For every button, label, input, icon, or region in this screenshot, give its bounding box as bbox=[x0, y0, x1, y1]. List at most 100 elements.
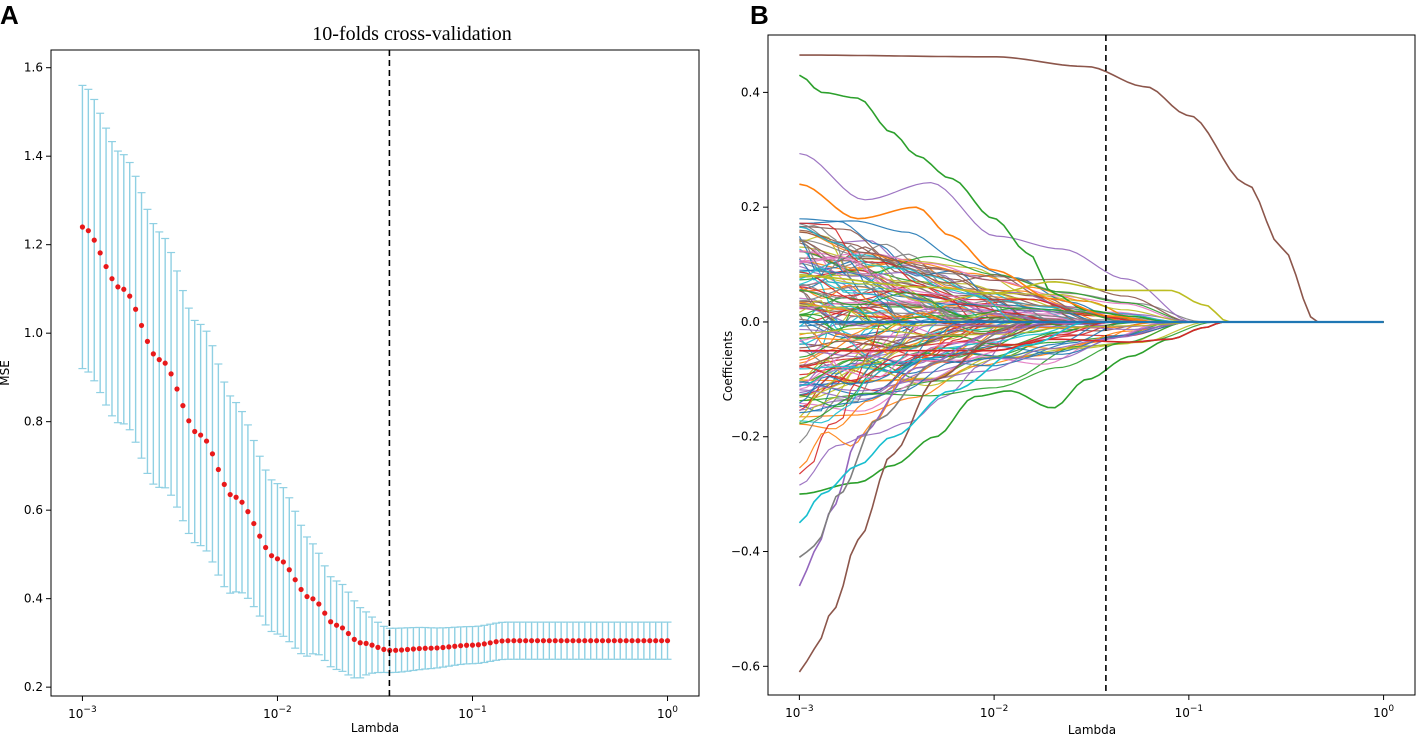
y-tick-label: 0.2 bbox=[24, 680, 43, 694]
mse-point bbox=[91, 237, 97, 243]
y-tick-label: 1.2 bbox=[24, 238, 43, 252]
x-tick-label: 10−1 bbox=[1175, 704, 1204, 720]
mse-point bbox=[641, 638, 647, 644]
mse-point bbox=[594, 638, 600, 644]
y-tick-label: 0.2 bbox=[741, 200, 760, 214]
mse-point bbox=[168, 371, 174, 377]
mse-point bbox=[422, 645, 428, 651]
mse-point bbox=[150, 351, 156, 357]
coefficient-path-highlight bbox=[799, 54, 1384, 323]
mse-point bbox=[605, 638, 612, 644]
y-tick-label: 1.6 bbox=[24, 61, 43, 75]
coefficient-path-highlight bbox=[798, 321, 1384, 587]
y-tick-label: −0.4 bbox=[731, 545, 760, 559]
mse-point bbox=[499, 638, 505, 644]
mse-point bbox=[221, 481, 227, 487]
y-tick-label: 0.0 bbox=[741, 315, 760, 329]
panel-a-xlabel: Lambda bbox=[351, 721, 399, 734]
mse-point bbox=[245, 509, 251, 515]
mse-point bbox=[251, 520, 257, 527]
mse-point bbox=[209, 451, 216, 457]
mse-point bbox=[144, 338, 151, 344]
mse-point bbox=[233, 494, 239, 500]
panel-a: A 10-folds cross-validation 0.2 0.4 0.6 0.8… bbox=[0, 0, 700, 734]
mse-point bbox=[274, 556, 281, 562]
mse-point bbox=[588, 638, 594, 644]
mse-point bbox=[611, 638, 617, 644]
mse-point bbox=[381, 646, 387, 653]
panel-b-x-ticks: 10−3 10−2 10−1 100 bbox=[785, 695, 1394, 720]
panel-a-x-ticks: 10−3 10−2 10−1 100 bbox=[68, 696, 678, 721]
mse-point bbox=[156, 357, 162, 363]
mse-point bbox=[517, 638, 523, 644]
mse-point bbox=[428, 645, 434, 651]
mse-point bbox=[97, 250, 103, 256]
mse-point bbox=[576, 638, 582, 644]
mse-point bbox=[463, 642, 470, 648]
y-tick-label: 0.6 bbox=[24, 503, 43, 517]
panel-b-ylabel: Coefficients bbox=[721, 331, 735, 402]
mse-point bbox=[546, 638, 552, 644]
mse-point bbox=[558, 638, 564, 644]
mse-point bbox=[186, 418, 192, 424]
coefficient-path-highlight bbox=[798, 321, 1384, 524]
x-tick-label: 10−3 bbox=[785, 704, 814, 720]
mse-point bbox=[268, 553, 275, 559]
mse-point bbox=[180, 403, 186, 409]
mse-point bbox=[263, 544, 269, 551]
mse-point bbox=[653, 638, 659, 644]
y-tick-label: 0.4 bbox=[741, 85, 760, 99]
mse-point bbox=[198, 432, 204, 438]
mse-point bbox=[564, 638, 570, 644]
mse-point bbox=[410, 646, 416, 652]
mse-point bbox=[582, 638, 588, 644]
mse-point bbox=[286, 567, 292, 573]
mse-point bbox=[446, 644, 452, 650]
mse-point bbox=[345, 630, 351, 637]
panel-a-ylabel: MSE bbox=[0, 360, 12, 386]
x-tick-label: 10−2 bbox=[980, 704, 1009, 720]
mse-point bbox=[458, 643, 464, 649]
mse-point bbox=[434, 645, 440, 651]
mse-point bbox=[103, 263, 109, 270]
mse-point bbox=[416, 645, 422, 652]
mse-point bbox=[127, 293, 133, 299]
y-tick-label: −0.6 bbox=[731, 659, 760, 673]
y-tick-label: 0.8 bbox=[24, 415, 43, 429]
panel-a-letter: A bbox=[0, 0, 19, 30]
mse-point bbox=[398, 647, 405, 653]
mse-point bbox=[475, 642, 482, 648]
panel-a-plot-area bbox=[78, 50, 672, 696]
mse-point bbox=[215, 466, 221, 473]
y-tick-label: 0.4 bbox=[24, 592, 43, 606]
mse-point bbox=[511, 638, 517, 644]
mse-point bbox=[617, 638, 623, 644]
mse-point bbox=[404, 646, 411, 653]
y-tick-label: −0.2 bbox=[731, 430, 760, 444]
mse-point bbox=[257, 533, 263, 539]
x-tick-label: 10−2 bbox=[263, 705, 292, 721]
mse-point bbox=[635, 638, 641, 644]
mse-point bbox=[599, 638, 606, 644]
mse-point bbox=[304, 593, 310, 600]
mse-point bbox=[316, 601, 322, 607]
panel-a-title: 10-folds cross-validation bbox=[312, 23, 511, 45]
mse-point bbox=[192, 428, 198, 435]
panel-b-axes-frame bbox=[767, 34, 1416, 696]
x-tick-label: 100 bbox=[657, 705, 678, 721]
mse-point bbox=[393, 647, 399, 653]
mse-point bbox=[647, 638, 653, 644]
mse-point bbox=[659, 638, 665, 644]
y-tick-label: 1.0 bbox=[24, 326, 43, 340]
x-tick-label: 10−3 bbox=[68, 705, 97, 721]
mse-point bbox=[493, 639, 499, 645]
x-tick-label: 10−1 bbox=[458, 705, 487, 721]
mse-point bbox=[328, 619, 334, 625]
mse-point bbox=[629, 638, 635, 644]
mse-point bbox=[227, 491, 233, 498]
mse-point bbox=[298, 586, 304, 593]
mse-point bbox=[333, 622, 340, 628]
panel-a-y-ticks: 0.2 0.4 0.6 0.8 1.0 1.2 1.4 1.6 bbox=[24, 61, 51, 694]
mse-point bbox=[162, 360, 168, 366]
